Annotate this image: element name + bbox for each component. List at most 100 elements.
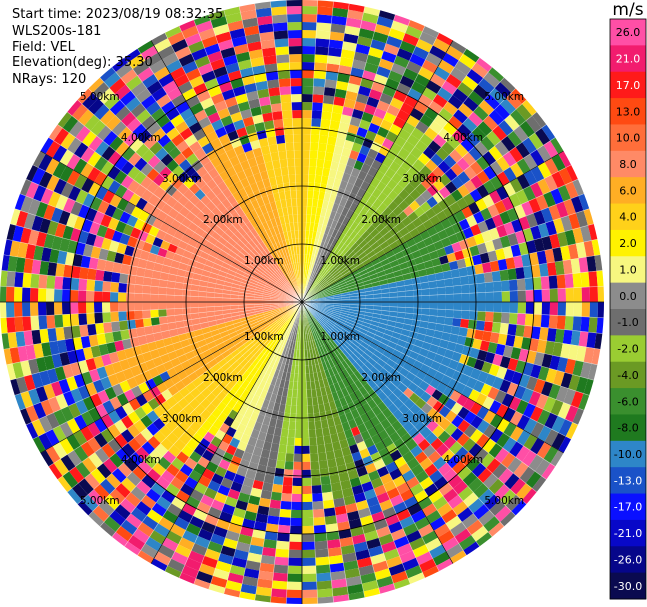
- range-ring-label: 5.00km: [484, 495, 524, 507]
- velocity-gate: [365, 298, 374, 302]
- velocity-gate: [158, 286, 167, 295]
- velocity-gate: [379, 240, 390, 250]
- velocity-gate: [429, 544, 446, 559]
- velocity-gate: [46, 302, 55, 316]
- velocity-gate: [374, 440, 386, 452]
- velocity-gate: [454, 210, 466, 223]
- velocity-gate: [294, 150, 302, 159]
- velocity-gate: [279, 86, 292, 96]
- velocity-gate: [278, 403, 286, 413]
- velocity-gate: [266, 328, 274, 336]
- velocity-gate: [532, 314, 542, 328]
- velocity-gate: [381, 185, 393, 197]
- velocity-gate: [309, 437, 318, 446]
- velocity-gate: [364, 62, 379, 74]
- velocity-gate: [463, 96, 479, 112]
- velocity-gate: [427, 450, 442, 464]
- velocity-gate: [237, 492, 251, 503]
- velocity-gate: [190, 302, 199, 308]
- velocity-gate: [302, 0, 318, 7]
- velocity-gate: [333, 178, 342, 188]
- velocity-gate: [426, 80, 442, 95]
- velocity-gate: [463, 541, 480, 556]
- velocity-gate: [258, 380, 267, 390]
- velocity-gate: [325, 306, 334, 311]
- velocity-gate: [324, 442, 334, 453]
- velocity-gate: [330, 219, 338, 229]
- velocity-gate: [284, 404, 292, 414]
- velocity-gate: [311, 282, 318, 290]
- velocity-gate: [453, 480, 468, 495]
- velocity-gate: [452, 500, 469, 516]
- velocity-gate: [437, 87, 453, 102]
- velocity-gate: [405, 371, 417, 382]
- velocity-gate: [572, 408, 584, 425]
- velocity-gate: [160, 437, 174, 451]
- velocity-gate: [206, 461, 219, 474]
- velocity-gate: [500, 452, 516, 469]
- velocity-gate: [234, 364, 244, 374]
- velocity-gate: [364, 234, 374, 244]
- velocity-gate: [289, 340, 294, 349]
- velocity-gate: [456, 197, 469, 210]
- velocity-gate: [535, 393, 549, 410]
- velocity-gate: [102, 281, 112, 292]
- velocity-gate: [492, 125, 508, 141]
- velocity-gate: [292, 316, 297, 325]
- velocity-gate: [549, 355, 561, 371]
- velocity-gate: [392, 409, 404, 421]
- velocity-gate: [580, 361, 592, 379]
- velocity-gate: [342, 369, 350, 379]
- velocity-gate: [353, 160, 364, 171]
- velocity-gate: [184, 476, 198, 490]
- velocity-gate: [471, 62, 489, 79]
- velocity-gate: [445, 302, 454, 310]
- velocity-gate: [337, 72, 351, 83]
- velocity-gate: [179, 463, 194, 477]
- velocity-gate: [363, 211, 373, 222]
- velocity-gate: [338, 316, 347, 322]
- velocity-gate: [276, 54, 290, 64]
- velocity-gate: [313, 78, 326, 88]
- velocity-gate: [273, 427, 282, 437]
- velocity-gate: [337, 332, 346, 340]
- velocity-gate: [418, 496, 433, 510]
- range-ring-label: 4.00km: [121, 454, 161, 466]
- velocity-gate: [324, 243, 332, 253]
- velocity-gate: [98, 499, 115, 517]
- velocity-gate: [494, 82, 512, 99]
- range-ring-label: 5.00km: [484, 91, 524, 103]
- velocity-gate: [307, 279, 312, 288]
- velocity-gate: [335, 334, 344, 342]
- velocity-gate: [262, 355, 270, 365]
- velocity-gate: [367, 379, 377, 390]
- velocity-gate: [194, 403, 206, 415]
- velocity-gate: [458, 103, 474, 118]
- velocity-gate: [284, 347, 290, 357]
- velocity-gate: [421, 302, 430, 309]
- velocity-gate: [375, 346, 386, 355]
- velocity-gate: [135, 446, 150, 461]
- velocity-gate: [228, 369, 238, 380]
- velocity-gate: [273, 402, 281, 412]
- range-ring-label: 4.00km: [443, 454, 483, 466]
- velocity-gate: [343, 495, 356, 506]
- velocity-gate: [282, 388, 289, 397]
- velocity-gate: [280, 94, 292, 104]
- velocity-gate: [476, 406, 490, 420]
- velocity-gate: [334, 273, 343, 281]
- velocity-gate: [266, 357, 273, 367]
- velocity-gate: [387, 392, 399, 404]
- velocity-gate: [336, 353, 345, 363]
- velocity-gate: [488, 145, 503, 161]
- velocity-gate: [386, 35, 403, 49]
- velocity-gate: [319, 268, 326, 277]
- velocity-gate: [319, 126, 330, 137]
- colorbar-tick-label: -26.0: [614, 553, 642, 566]
- velocity-gate: [240, 484, 253, 496]
- velocity-gate: [322, 312, 331, 318]
- velocity-gate: [360, 230, 370, 240]
- velocity-gate: [419, 476, 434, 490]
- velocity-gate: [440, 374, 452, 386]
- velocity-gate: [222, 375, 233, 386]
